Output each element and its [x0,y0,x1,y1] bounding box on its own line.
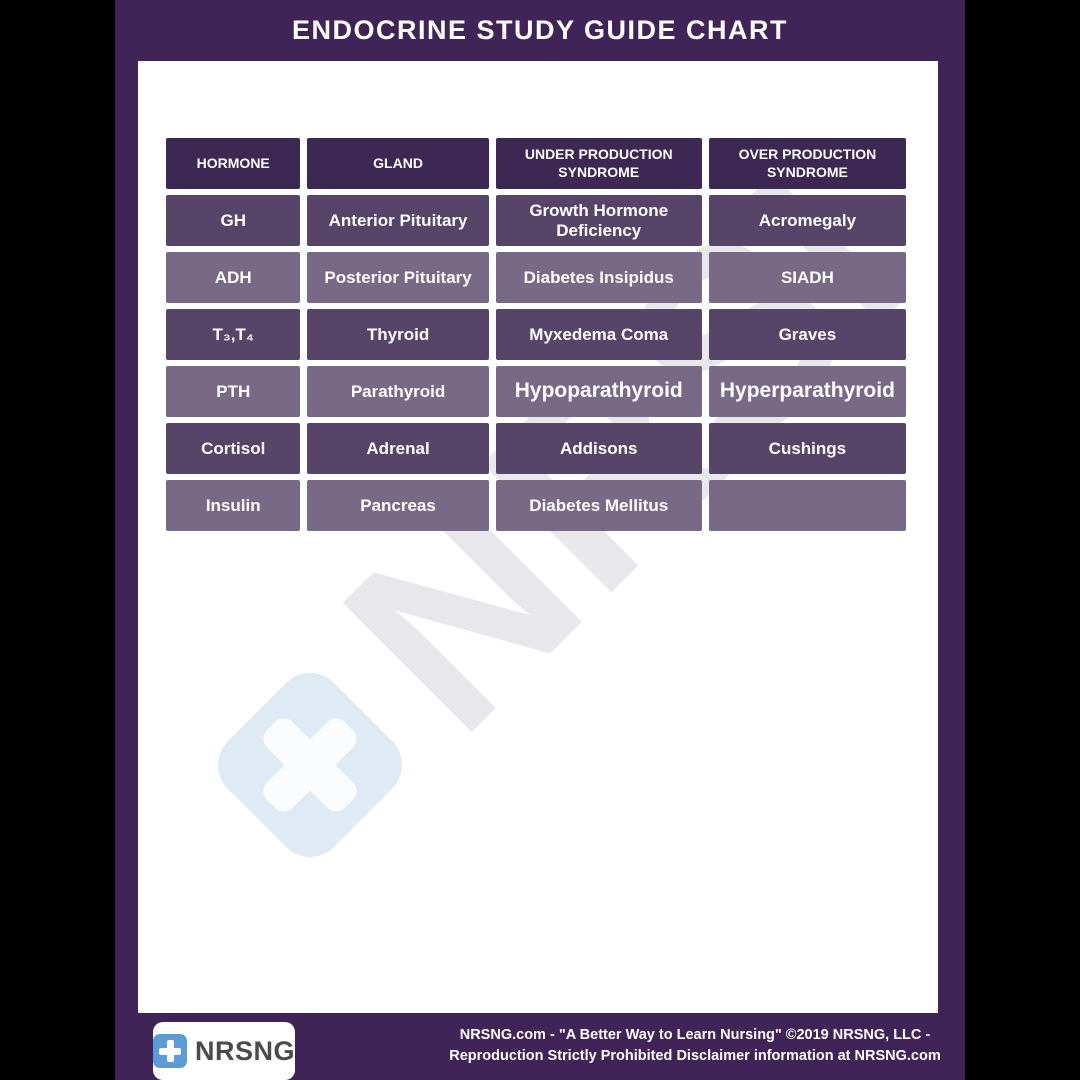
nrsng-plus-icon [203,658,417,872]
table-cell: Addisons [495,423,702,474]
table-cell: Parathyroid [307,366,489,417]
table-cell: GH [166,195,301,246]
table-cell: Diabetes Insipidus [495,252,702,303]
column-header-over-production: OVER PRODUCTION SYNDROME [708,138,906,189]
table-cell: Hypoparathyroid [495,366,702,417]
nrsng-logo-text: NRSNG [195,1035,296,1066]
table-cell: Growth Hormone Deficiency [495,195,702,246]
table-cell-empty [708,480,906,531]
table-cell: Insulin [166,480,301,531]
copyright-line-1: NRSNG.com - "A Better Way to Learn Nursi… [459,1027,931,1043]
table-cell: T₃,T₄ [166,309,301,360]
endocrine-table: HORMONE GLAND UNDER PRODUCTION SYNDROME … [166,138,906,531]
table-cell: Myxedema Coma [495,309,702,360]
table-cell: Cushings [708,423,906,474]
table-cell: Posterior Pituitary [307,252,489,303]
table-cell: Adrenal [307,423,489,474]
table-cell: PTH [166,366,301,417]
poster-background: ENDOCRINE STUDY GUIDE CHART NRSNG HORMON… [115,0,965,1080]
nrsng-plus-icon-small [153,1034,187,1068]
table-cell: Acromegaly [708,195,906,246]
table-cell: Diabetes Mellitus [495,480,702,531]
column-header-hormone: HORMONE [166,138,301,189]
copyright-notice: NRSNG.com - "A Better Way to Learn Nursi… [425,1025,965,1066]
table-cell: ADH [166,252,301,303]
table-cell: Anterior Pituitary [307,195,489,246]
table-cell: Graves [708,309,906,360]
copyright-line-2: Reproduction Strictly Prohibited Disclai… [449,1047,941,1064]
table-cell: Pancreas [307,480,489,531]
column-header-under-production: UNDER PRODUCTION SYNDROME [495,138,702,189]
plus-icon [232,687,388,843]
nrsng-logo-badge: NRSNG [153,1022,295,1080]
table-cell: Hyperparathyroid [708,366,906,417]
table-cell: Thyroid [307,309,489,360]
column-header-gland: GLAND [307,138,489,189]
table-cell: SIADH [708,252,906,303]
table-cell: Cortisol [166,423,301,474]
page-title: ENDOCRINE STUDY GUIDE CHART [291,15,789,45]
footer: NRSNG NRSNG.com - "A Better Way to Learn… [115,1013,965,1080]
content-page: NRSNG HORMONE GLAND UNDER PRODUCTION SYN… [138,61,938,1013]
title-bar: ENDOCRINE STUDY GUIDE CHART [115,0,965,61]
